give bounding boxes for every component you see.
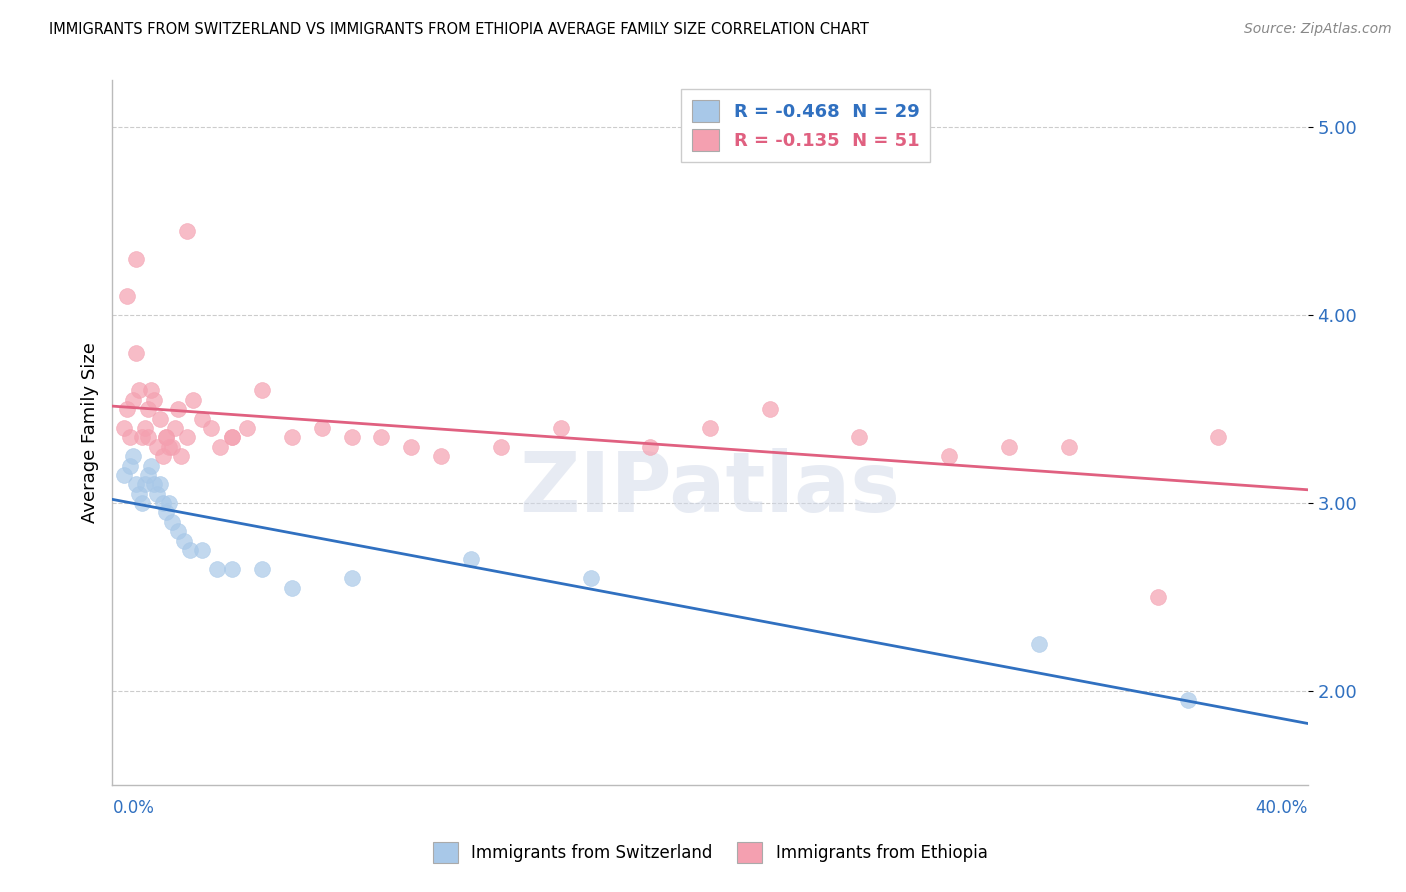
Point — [579, 571, 602, 585]
Point — [938, 449, 960, 463]
Point — [141, 384, 163, 398]
Point — [149, 477, 172, 491]
Point — [221, 562, 243, 576]
Point — [759, 402, 782, 417]
Point — [173, 533, 195, 548]
Point — [120, 458, 142, 473]
Point — [138, 430, 160, 444]
Point — [125, 345, 148, 359]
Point — [157, 496, 180, 510]
Point — [143, 392, 166, 407]
Point — [236, 421, 259, 435]
Point — [370, 430, 392, 444]
Point — [250, 562, 273, 576]
Point — [117, 402, 139, 417]
Point — [146, 440, 169, 454]
Point — [162, 515, 183, 529]
Point — [221, 430, 243, 444]
Point — [430, 449, 453, 463]
Point — [117, 289, 139, 303]
Point — [340, 430, 363, 444]
Point — [122, 392, 145, 407]
Point — [128, 486, 150, 500]
Point — [200, 421, 222, 435]
Point — [114, 467, 135, 482]
Point — [155, 430, 177, 444]
Point — [138, 467, 160, 482]
Point — [165, 421, 187, 435]
Point — [120, 430, 142, 444]
Point — [181, 392, 204, 407]
Point — [176, 430, 198, 444]
Point — [1028, 637, 1050, 651]
Point — [179, 543, 201, 558]
Point — [221, 430, 243, 444]
Point — [1177, 693, 1199, 707]
Legend: Immigrants from Switzerland, Immigrants from Ethiopia: Immigrants from Switzerland, Immigrants … — [426, 836, 994, 869]
Point — [699, 421, 721, 435]
Point — [141, 458, 163, 473]
Point — [1057, 440, 1080, 454]
Point — [170, 449, 193, 463]
Point — [167, 402, 190, 417]
Point — [114, 421, 135, 435]
Point — [152, 449, 174, 463]
Point — [848, 430, 870, 444]
Point — [138, 402, 160, 417]
Point — [281, 581, 304, 595]
Point — [125, 477, 148, 491]
Text: Source: ZipAtlas.com: Source: ZipAtlas.com — [1244, 22, 1392, 37]
Point — [205, 562, 228, 576]
Point — [209, 440, 232, 454]
Point — [155, 506, 177, 520]
Point — [152, 496, 174, 510]
Point — [998, 440, 1021, 454]
Point — [122, 449, 145, 463]
Point — [125, 252, 148, 266]
Text: IMMIGRANTS FROM SWITZERLAND VS IMMIGRANTS FROM ETHIOPIA AVERAGE FAMILY SIZE CORR: IMMIGRANTS FROM SWITZERLAND VS IMMIGRANT… — [49, 22, 869, 37]
Point — [131, 430, 153, 444]
Point — [157, 440, 180, 454]
Point — [149, 411, 172, 425]
Point — [1147, 590, 1170, 604]
Point — [143, 477, 166, 491]
Y-axis label: Average Family Size: Average Family Size — [80, 343, 98, 523]
Point — [162, 440, 183, 454]
Point — [131, 496, 153, 510]
Text: ZIPatlas: ZIPatlas — [520, 449, 900, 530]
Point — [250, 384, 273, 398]
Point — [191, 411, 214, 425]
Point — [155, 430, 177, 444]
Point — [311, 421, 333, 435]
Point — [134, 421, 156, 435]
Text: 40.0%: 40.0% — [1256, 799, 1308, 817]
Point — [489, 440, 512, 454]
Point — [1206, 430, 1229, 444]
Point — [340, 571, 363, 585]
Point — [281, 430, 304, 444]
Point — [640, 440, 662, 454]
Point — [134, 477, 156, 491]
Point — [146, 486, 169, 500]
Point — [191, 543, 214, 558]
Point — [176, 224, 198, 238]
Point — [550, 421, 572, 435]
Point — [167, 524, 190, 539]
Point — [401, 440, 423, 454]
Text: 0.0%: 0.0% — [112, 799, 155, 817]
Point — [128, 384, 150, 398]
Point — [460, 552, 482, 566]
